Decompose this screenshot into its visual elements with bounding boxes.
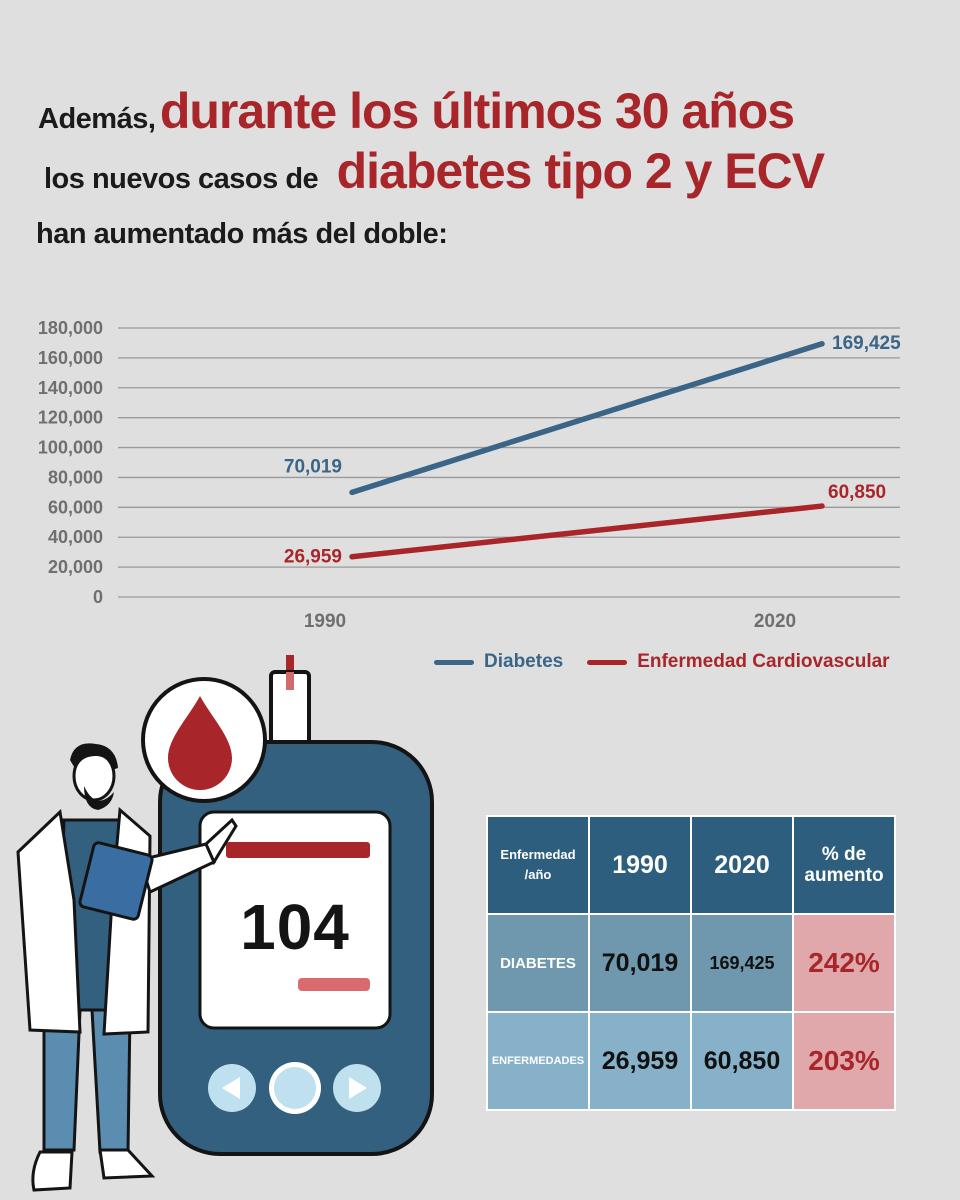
data-label: 169,425 (832, 333, 901, 354)
y-tick-label: 0 (93, 587, 103, 607)
y-tick-label: 40,000 (48, 527, 103, 547)
headline-prefix-1: Además, (38, 103, 156, 135)
blood-drop-icon (141, 677, 267, 803)
y-tick-label: 60,000 (48, 497, 103, 517)
illustration (16, 655, 434, 1192)
chart-grid (118, 327, 900, 598)
y-tick-label: 20,000 (48, 557, 103, 577)
percent-increase: 242% (792, 913, 896, 1013)
data-label: 26,959 (284, 547, 342, 568)
y-tick-label: 180,000 (38, 318, 103, 338)
x-tick-label: 2020 (754, 611, 796, 632)
glucose-meter (158, 740, 434, 1156)
chart-legend: Diabetes Enfermedad Cardiovascular (434, 650, 914, 674)
chart-series (349, 341, 825, 560)
table-cell: 70,019 (588, 913, 692, 1013)
table-header-cell: 2020 (690, 815, 794, 915)
headline-prefix-2: los nuevos casos de (44, 163, 319, 195)
y-tick-label: 100,000 (38, 438, 103, 458)
y-tick-label: 140,000 (38, 378, 103, 398)
right-arrow-button (333, 1064, 381, 1112)
meter-reading: 104 (240, 891, 350, 963)
percent-increase: 203% (792, 1011, 896, 1111)
line-chart: 0 20,000 40,000 60,000 80,000 100,000 120,000 1… (38, 318, 901, 632)
table-row: ENFERMEDADES 26,959 60,850 203% (486, 1011, 896, 1111)
row-label: DIABETES (486, 913, 590, 1013)
center-button (269, 1062, 321, 1114)
headline-line-2: los nuevos casos de diabetes tipo 2 y EC… (44, 142, 825, 200)
doctor-figure (16, 743, 238, 1192)
table-cell: 60,850 (690, 1011, 794, 1111)
legend-item-cardiovascular: Enfermedad Cardiovascular (587, 651, 890, 673)
data-table: Enfermedad /año 1990 2020 % de aumento D… (486, 815, 896, 1111)
test-strip (269, 655, 311, 752)
x-axis-ticks: 1990 2020 (304, 611, 796, 632)
legend-label-cardiovascular: Enfermedad Cardiovascular (637, 651, 890, 672)
series-line-diabetes (349, 341, 825, 496)
headline-highlight-2: diabetes tipo 2 y ECV (336, 143, 825, 199)
row-label: ENFERMEDADES (486, 1011, 590, 1111)
legend-swatch-diabetes (434, 659, 474, 665)
headline-highlight-1: durante los últimos 30 años (159, 83, 795, 139)
table-cell: 26,959 (588, 1011, 692, 1111)
y-axis-ticks: 0 20,000 40,000 60,000 80,000 100,000 120,000 1… (38, 318, 103, 607)
table-header-cell: % de aumento (792, 815, 896, 915)
series-line-cardiovascular (349, 503, 825, 560)
table-row: DIABETES 70,019 169,425 242% (486, 913, 896, 1013)
y-tick-label: 120,000 (38, 408, 103, 428)
table-header-cell: Enfermedad /año (486, 815, 590, 915)
x-tick-label: 1990 (304, 611, 346, 632)
headline-line-1: Además, durante los últimos 30 años (38, 82, 795, 140)
legend-swatch-cardiovascular (587, 659, 628, 665)
table-cell: 169,425 (690, 913, 794, 1013)
y-tick-label: 80,000 (48, 467, 103, 487)
data-label: 60,850 (828, 482, 886, 503)
data-labels: 70,019 169,425 26,959 60,850 (284, 333, 901, 568)
left-arrow-button (208, 1064, 256, 1112)
y-tick-label: 160,000 (38, 348, 103, 368)
data-label: 70,019 (284, 456, 342, 477)
legend-label-diabetes: Diabetes (484, 651, 564, 672)
table-header-cell: 1990 (588, 815, 692, 915)
headline-line-3: han aumentado más del doble: (36, 218, 448, 250)
legend-item-diabetes: Diabetes (434, 651, 563, 673)
table-header-row: Enfermedad /año 1990 2020 % de aumento (486, 815, 896, 915)
